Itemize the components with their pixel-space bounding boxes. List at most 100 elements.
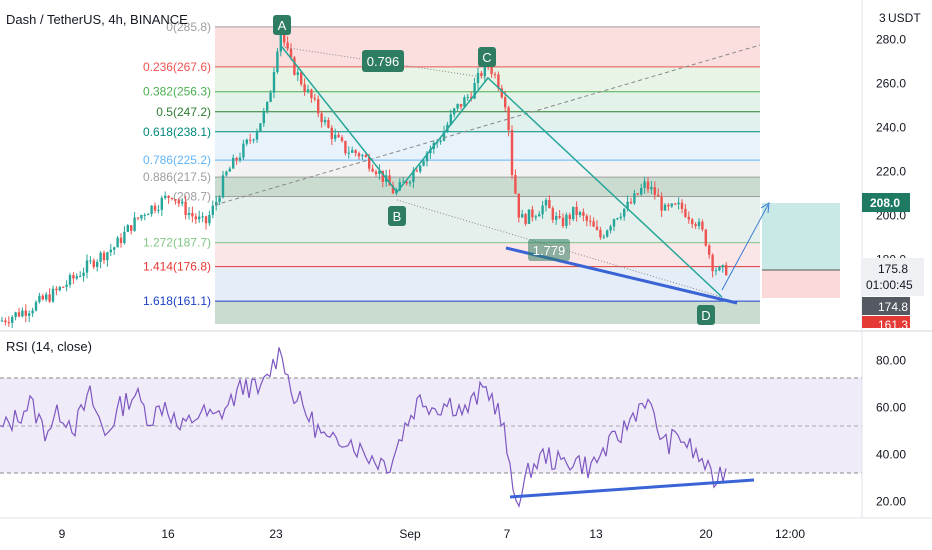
candle-body (609, 226, 612, 231)
candle-body (330, 127, 333, 139)
position-box[interactable] (762, 203, 840, 298)
price-axis-tick-label: 240.0 (876, 121, 906, 135)
candle-body (0, 320, 4, 322)
currency-label: USDT (888, 11, 921, 25)
candle-body (211, 205, 214, 215)
candle-body (79, 276, 82, 278)
fib-zone (215, 301, 760, 324)
candle-body (119, 237, 123, 244)
candle-body (340, 137, 344, 141)
candle-body (398, 182, 401, 191)
time-axis[interactable]: 9 16 23 Sep 7 13 20 12:00 (0, 517, 932, 541)
price-tag-countdown: 01:00:45 (866, 278, 913, 292)
ratio-label-bd: 1.779 (528, 239, 570, 261)
candle-body (657, 194, 660, 197)
candle-body (633, 193, 636, 204)
candle-body (215, 201, 218, 206)
candle-body (697, 221, 701, 227)
candle-body (412, 170, 415, 182)
candle-body (17, 312, 21, 317)
fib-level-label: 0.5(247.2) (156, 105, 211, 119)
rsi-axis-tick-label: 60.00 (876, 400, 906, 414)
rsi-line (0, 347, 727, 508)
candle-body (589, 220, 592, 222)
candle-body (113, 247, 116, 250)
fib-zone (215, 160, 760, 178)
position-loss-zone (762, 270, 840, 298)
candle-body (680, 202, 684, 209)
candle-body (354, 150, 357, 154)
candle-body (242, 143, 245, 158)
candle-body (184, 201, 187, 215)
candle-body (419, 165, 422, 172)
candle-body (147, 214, 150, 216)
rsi-axis[interactable]: 80.00 60.00 40.00 20.00 (861, 331, 906, 518)
rsi-pane[interactable]: RSI (14, close) (0, 339, 862, 508)
fib-level-label: 0.786(225.2) (143, 153, 211, 167)
candle-body (65, 284, 68, 287)
candle-body (405, 181, 408, 184)
candle-body (493, 74, 497, 76)
candle-body (660, 196, 663, 211)
price-pane[interactable]: 0(285.8) 0.236(267.6) 0.382(256.3) 0.5(247.… (0, 12, 840, 329)
candle-body (201, 216, 204, 218)
candle-body (592, 221, 595, 227)
candle-body (96, 261, 99, 267)
candle-body (490, 64, 493, 75)
candle-body (14, 312, 17, 318)
fib-level-label: 1.414(176.8) (143, 260, 211, 274)
candle-body (463, 97, 466, 107)
fib-zone (215, 242, 760, 267)
candle-body (136, 217, 140, 219)
candle-body (599, 229, 602, 238)
candle-body (629, 201, 633, 204)
candle-body (296, 72, 299, 75)
candle-body (51, 288, 55, 302)
candle-body (456, 103, 459, 109)
candle-body (521, 214, 524, 218)
fib-zone (215, 131, 760, 161)
candle-body (283, 33, 286, 43)
harmonic-label-D-text: D (701, 308, 710, 323)
candle-body (130, 225, 133, 231)
candle-body (626, 201, 629, 209)
candle-body (106, 252, 109, 261)
candle-body (459, 103, 463, 107)
candle-body (619, 216, 622, 219)
candle-body (235, 157, 238, 161)
candle-body (473, 83, 476, 99)
price-axis-tick-label: 200.0 (876, 209, 906, 223)
fib-zone (215, 111, 760, 132)
price-tag-last-text: 175.8 (878, 262, 908, 276)
time-axis-tick-label: 12:00 (775, 527, 805, 541)
candle-body (157, 209, 160, 211)
fib-zone (215, 196, 760, 243)
harmonic-pattern-line[interactable] (281, 46, 723, 298)
candle-body (255, 131, 259, 140)
candle-body (262, 110, 265, 124)
candlestick-series (0, 31, 728, 329)
candle-body (75, 276, 78, 279)
candle-body (572, 206, 575, 220)
candle-body (391, 185, 395, 194)
candle-body (544, 199, 548, 206)
candle-body (640, 188, 643, 195)
price-tag-target-text: 208.0 (870, 196, 900, 210)
candle-body (453, 108, 456, 115)
candle-body (670, 203, 673, 207)
candle-body (334, 134, 337, 139)
candle-body (85, 260, 89, 273)
candle-body (612, 219, 616, 227)
fib-level-label: 0.382(256.3) (143, 85, 211, 99)
time-axis-tick-label: 23 (269, 527, 283, 541)
harmonic-label-D: D (697, 305, 715, 325)
projection-arrow-line[interactable] (721, 204, 769, 291)
candle-body (153, 205, 157, 211)
rsi-support-trendline[interactable] (509, 478, 755, 499)
price-tag-last: 175.8 01:00:45 (862, 258, 924, 296)
candle-body (252, 139, 255, 141)
fib-level-label: 0(285.8) (166, 20, 211, 34)
fib-level-label: 1.618(161.1) (143, 294, 211, 308)
